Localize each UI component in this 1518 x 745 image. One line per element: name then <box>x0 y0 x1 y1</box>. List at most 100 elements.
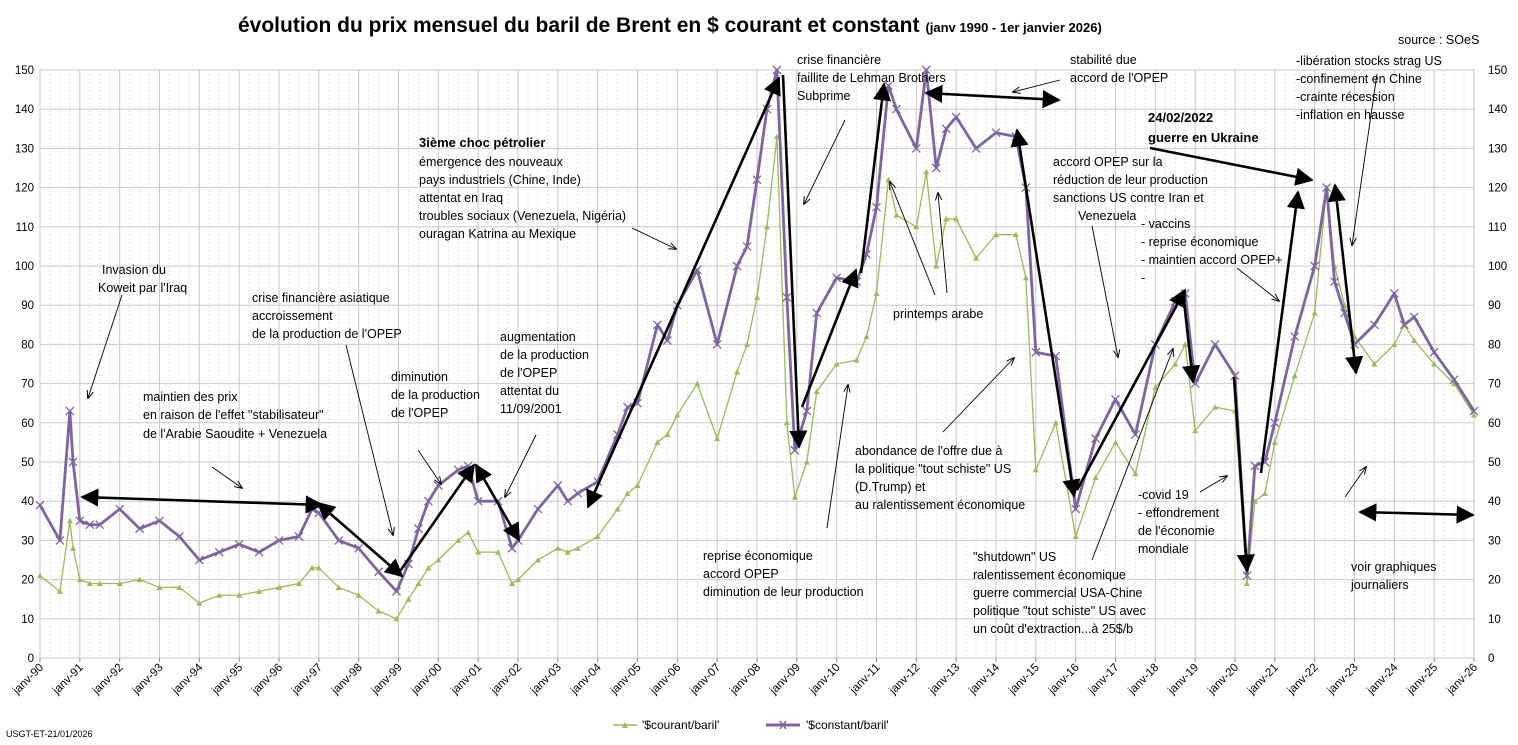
data-point <box>833 361 840 367</box>
y-tick-label-left: 30 <box>21 535 34 547</box>
data-point <box>35 500 45 510</box>
data-point <box>236 592 243 598</box>
data-point <box>991 128 1001 138</box>
data-point <box>70 545 77 551</box>
data-point <box>1270 418 1280 428</box>
data-point <box>1371 361 1378 367</box>
y-tick-label-right: 80 <box>1488 339 1501 351</box>
y-tick-label-left: 100 <box>15 261 34 273</box>
data-point <box>355 592 362 598</box>
data-point <box>574 545 581 551</box>
data-point <box>405 596 412 602</box>
data-point <box>1411 337 1418 343</box>
data-point <box>1111 394 1120 404</box>
data-point <box>534 557 541 563</box>
trend-arrow <box>80 488 324 514</box>
annotation-abondance: abondance de l'offre due à la politique … <box>855 444 1025 512</box>
data-point <box>782 292 792 302</box>
data-point <box>375 607 382 614</box>
x-tick-label: janv-95 <box>209 662 245 698</box>
y-tick-label-left: 0 <box>28 653 34 665</box>
x-tick-label: janv-93 <box>130 662 166 698</box>
data-point <box>276 584 282 590</box>
data-point <box>951 112 961 122</box>
x-tick-label: janv-03 <box>528 662 564 698</box>
data-point <box>393 615 400 622</box>
x-tick-label: janv-97 <box>289 662 325 698</box>
y-axis-right: 0 10 20 30 40 50 60 70 80 90 100 110 120 130 140 150 <box>1488 65 1507 665</box>
data-point <box>933 263 940 269</box>
data-point <box>923 168 930 175</box>
x-tick-label: janv-25 <box>1404 662 1440 698</box>
data-point <box>873 290 880 296</box>
annotation-invasion: Invasion du Koweit par l'Iraq <box>98 263 187 295</box>
x-tick-label: janv-09 <box>767 662 803 698</box>
data-point <box>1431 361 1438 367</box>
x-tick-label: janv-00 <box>409 662 445 698</box>
data-point <box>194 555 204 565</box>
x-tick-label: janv-96 <box>249 662 285 698</box>
data-point <box>1230 371 1240 381</box>
data-point <box>415 580 422 587</box>
y-tick-label-left: 20 <box>21 575 34 587</box>
data-point <box>495 549 502 555</box>
source-label: source : SOeS <box>1398 33 1479 47</box>
y-tick-label-right: 150 <box>1488 65 1507 77</box>
data-point <box>1172 361 1179 367</box>
trend-arrow <box>1327 183 1364 375</box>
data-point <box>554 545 561 551</box>
y-tick-label-left: 50 <box>21 457 34 469</box>
data-point <box>475 549 482 555</box>
annotation-liberation: -libération stocks strag US -confinement… <box>1296 54 1445 122</box>
data-point <box>507 543 517 553</box>
data-point <box>1212 404 1219 410</box>
trend-arrow <box>781 74 808 449</box>
trend-arrow <box>800 268 859 408</box>
x-tick-label: janv-26 <box>1444 662 1480 698</box>
y-tick-label-left: 10 <box>21 614 34 626</box>
data-point <box>274 535 284 545</box>
data-point <box>1242 571 1252 581</box>
data-point <box>863 333 870 340</box>
trend-arrow <box>1010 128 1081 498</box>
data-point <box>96 580 103 587</box>
y-axis-left: 0 10 20 30 40 50 60 70 80 90 100 110 120 130 140 150 <box>15 65 34 665</box>
annotation-stabilite: stabilité due accord de l'OPEP <box>1070 53 1168 85</box>
y-tick-label-left: 110 <box>16 222 34 234</box>
data-point <box>65 406 75 416</box>
footer-note: USGT-ET-21/01/2026 <box>6 729 93 739</box>
data-point <box>509 580 516 587</box>
data-point <box>1449 375 1459 385</box>
y-tick-label-right: 120 <box>1488 183 1507 195</box>
y-tick-label-right: 20 <box>1488 575 1501 587</box>
trend-arrow <box>1259 190 1305 474</box>
data-point <box>392 586 401 596</box>
data-point <box>55 535 65 545</box>
y-tick-label-right: 10 <box>1488 614 1501 626</box>
x-tick-label: janv-19 <box>1165 662 1201 698</box>
data-point <box>564 549 571 555</box>
data-point <box>893 212 900 218</box>
data-point <box>1152 384 1159 391</box>
data-point <box>1471 411 1477 418</box>
y-tick-label-left: 40 <box>21 496 34 508</box>
data-point <box>1210 339 1220 349</box>
x-tick-label: janv-02 <box>488 662 524 698</box>
data-point <box>1071 504 1081 514</box>
annotation-augmentation: augmentation de la production de l'OPEP … <box>500 330 592 416</box>
x-tick-label: janv-90 <box>10 662 46 698</box>
annotation-accord-opep: accord OPEP sur la réduction de leur pro… <box>1053 155 1211 223</box>
trend-arrow <box>859 82 892 274</box>
x-tick-label: janv-08 <box>727 662 763 698</box>
y-tick-label-right: 40 <box>1488 496 1501 508</box>
legend-label-courant: '$courant/baril' <box>642 718 719 732</box>
data-point <box>1409 312 1419 322</box>
data-point <box>1391 341 1398 347</box>
data-point <box>75 516 85 526</box>
data-point <box>515 576 521 583</box>
x-tick-label: janv-16 <box>1046 662 1082 698</box>
data-point <box>1243 580 1250 587</box>
trend-arrow <box>1232 376 1255 573</box>
legend-marker-courant <box>622 722 628 728</box>
data-point <box>86 580 93 587</box>
